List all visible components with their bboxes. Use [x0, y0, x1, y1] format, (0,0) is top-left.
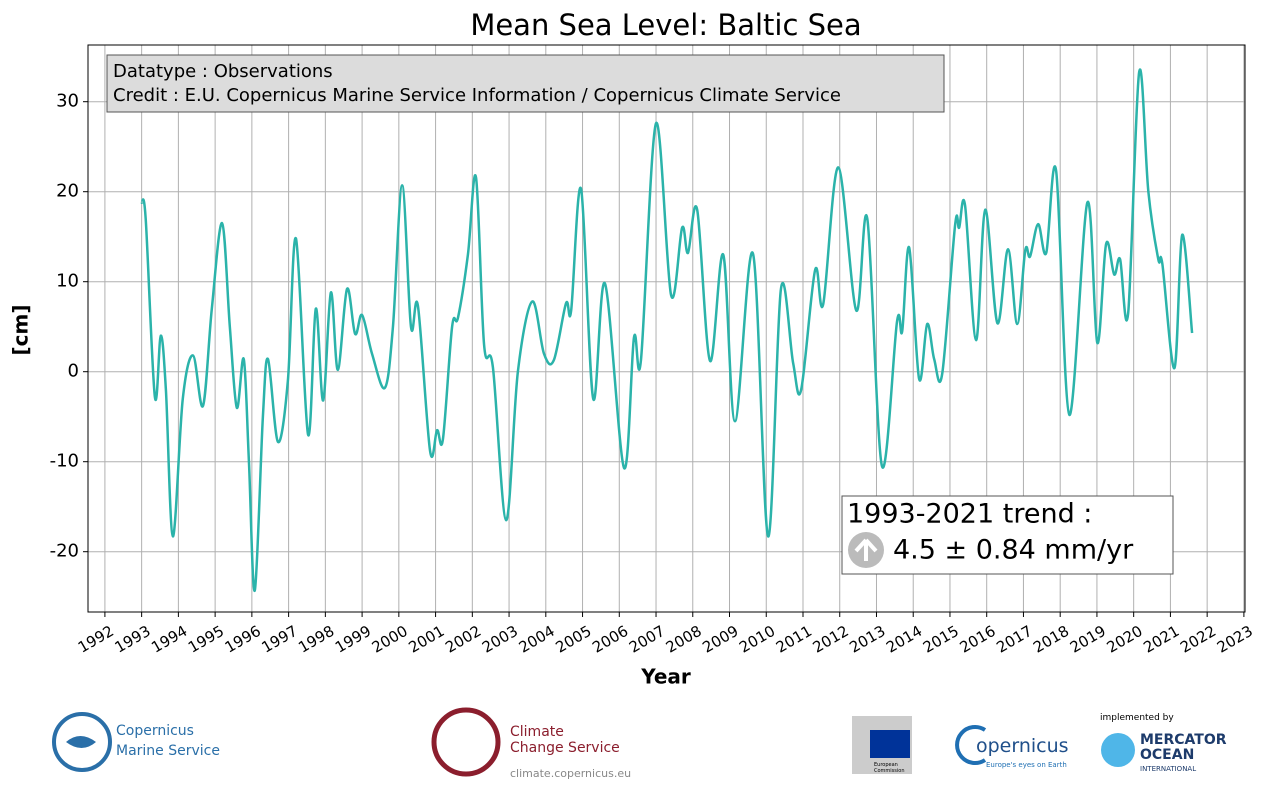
logo-copernicus: opernicus Europe's eyes on Earth	[955, 725, 1069, 769]
x-tick-label: 1995	[185, 622, 227, 657]
x-tick-label: 1998	[295, 622, 337, 657]
x-tick-label: 2022	[1177, 622, 1219, 657]
x-tick-label: 2009	[699, 622, 741, 657]
x-tick-label: 2019	[1067, 622, 1109, 657]
x-tick-label: 2010	[736, 622, 778, 657]
y-tick-label: -20	[50, 541, 79, 562]
logo-text: Change Service	[510, 740, 620, 756]
x-tick-label: 2011	[773, 622, 815, 657]
x-tick-label: 2002	[442, 622, 484, 657]
logo-text: INTERNATIONAL	[1140, 765, 1196, 773]
x-tick-label: 1997	[259, 622, 301, 657]
info-text: Datatype : Observations	[113, 61, 333, 82]
x-tick-label: 2006	[589, 622, 631, 657]
x-tick-label: 2014	[883, 622, 925, 657]
x-tick-label: 2021	[1140, 622, 1182, 657]
eu-flag	[870, 730, 910, 758]
x-tick-label: 2007	[626, 622, 668, 657]
y-tick-label: 30	[56, 91, 79, 112]
logo-text: Europe's eyes on Earth	[986, 761, 1067, 769]
x-tick-label: 2018	[1030, 622, 1072, 657]
fish	[66, 736, 96, 748]
x-tick-label: 2015	[920, 622, 962, 657]
logo-text: European	[874, 762, 898, 768]
x-tick-label: 2003	[479, 622, 521, 657]
chart-title: Mean Sea Level: Baltic Sea	[470, 8, 861, 42]
plot-frame	[87, 44, 1246, 613]
info-box	[106, 54, 945, 113]
logo-text: MERCATOR	[1140, 732, 1227, 748]
x-tick-label: 1999	[332, 622, 374, 657]
x-tick-label: 2013	[846, 622, 888, 657]
x-tick-label: 2001	[406, 622, 448, 657]
logo-marine: Copernicus Marine Service	[52, 712, 220, 772]
y-tick-label: -10	[50, 451, 79, 472]
x-tick-label: 1993	[112, 622, 154, 657]
x-tick-label: 1992	[75, 622, 117, 657]
x-tick-label: 2012	[810, 622, 852, 657]
logo-mercator: implemented by MERCATOR OCEAN INTERNATIO…	[1100, 713, 1227, 773]
x-axis-label: Year	[640, 665, 691, 689]
trend-box	[841, 495, 1174, 575]
x-tick-label: 2016	[957, 622, 999, 657]
x-tick-label: 2005	[552, 622, 594, 657]
x-tick-label: 2000	[369, 622, 411, 657]
x-tick-label: 2017	[993, 622, 1035, 657]
info-text: Credit : E.U. Copernicus Marine Service …	[113, 85, 841, 106]
logo-text: Climate	[510, 724, 564, 740]
logo-text: opernicus	[976, 735, 1069, 757]
logo-text: climate.copernicus.eu	[510, 767, 631, 780]
y-axis-label: [cm]	[9, 305, 33, 356]
logo-text: OCEAN	[1140, 747, 1194, 763]
logo-eu: European Commission	[852, 716, 912, 774]
data-line	[140, 68, 1194, 592]
y-tick-label: 20	[56, 181, 79, 202]
mercator-logo	[1101, 733, 1135, 767]
logo-text: Copernicus	[116, 723, 194, 739]
x-tick-label: 2008	[663, 622, 705, 657]
marine-logo	[52, 712, 112, 772]
logo-text: Marine Service	[116, 743, 220, 759]
logo-text: Commission	[874, 768, 905, 774]
c-mark	[955, 725, 987, 765]
trend-title: 1993-2021 trend :	[847, 499, 1092, 530]
x-tick-label: 1996	[222, 622, 264, 657]
logo-text: implemented by	[1100, 713, 1174, 723]
y-tick-label: 10	[56, 271, 79, 292]
x-tick-label: 2023	[1214, 622, 1256, 657]
x-tick-label: 1994	[148, 622, 190, 657]
y-tick-label: 0	[68, 361, 79, 382]
trend-value: 4.5 ± 0.84 mm/yr	[893, 535, 1134, 566]
climate-logo	[431, 707, 501, 777]
trend-arrow	[854, 538, 878, 561]
x-tick-label: 2004	[516, 622, 558, 657]
x-tick-label: 2020	[1104, 622, 1146, 657]
logo-climate: Climate Change Service climate.copernicu…	[431, 707, 631, 780]
